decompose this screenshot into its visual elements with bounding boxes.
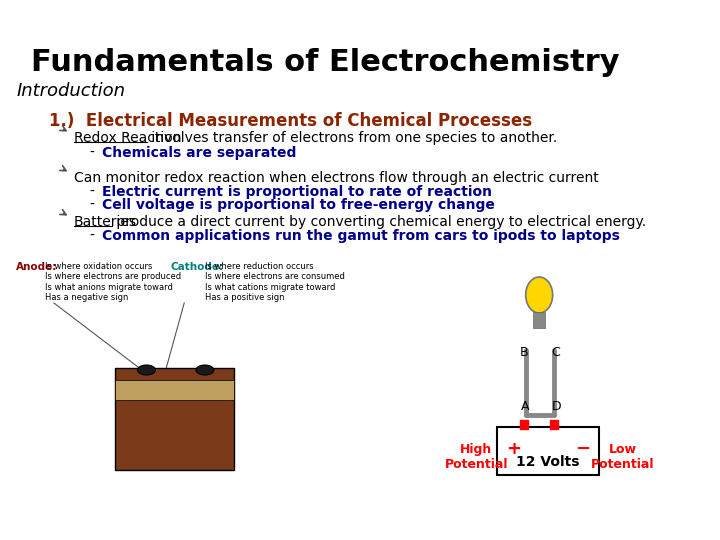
Text: 1.)  Electrical Measurements of Chemical Processes: 1.) Electrical Measurements of Chemical … — [50, 112, 533, 130]
Text: B: B — [519, 346, 528, 359]
Text: C: C — [552, 346, 560, 359]
Text: Electric current is proportional to rate of reaction: Electric current is proportional to rate… — [102, 185, 492, 199]
Text: High
Potential: High Potential — [444, 443, 508, 471]
Text: Low
Potential: Low Potential — [591, 443, 654, 471]
Text: Can monitor redox reaction when electrons flow through an electric current: Can monitor redox reaction when electron… — [73, 171, 598, 185]
Text: -: - — [90, 185, 95, 199]
Text: involves transfer of electrons from one species to another.: involves transfer of electrons from one … — [148, 131, 557, 145]
Text: -: - — [90, 229, 95, 243]
Text: -: - — [90, 146, 95, 160]
Text: Is where oxidation occurs
Is where electrons are produced
Is what anions migrate: Is where oxidation occurs Is where elect… — [45, 262, 181, 302]
Text: Introduction: Introduction — [16, 82, 125, 100]
Text: Fundamentals of Electrochemistry: Fundamentals of Electrochemistry — [32, 48, 620, 77]
Text: Batteries: Batteries — [73, 215, 137, 229]
Text: −: − — [575, 440, 590, 458]
Text: Cathode:: Cathode: — [171, 262, 224, 272]
Text: Redox Reaction: Redox Reaction — [73, 131, 181, 145]
Ellipse shape — [526, 277, 553, 313]
Text: -: - — [90, 198, 95, 212]
Text: A: A — [521, 400, 530, 413]
Text: +: + — [506, 440, 521, 458]
Text: D: D — [552, 400, 562, 413]
Text: Cell voltage is proportional to free-energy change: Cell voltage is proportional to free-ene… — [102, 198, 495, 212]
Text: Chemicals are separated: Chemicals are separated — [102, 146, 296, 160]
FancyBboxPatch shape — [115, 380, 233, 400]
Text: Is where reduction occurs
Is where electrons are consumed
Is what cations migrat: Is where reduction occurs Is where elect… — [205, 262, 345, 302]
Text: Anode:: Anode: — [16, 262, 58, 272]
Ellipse shape — [138, 365, 156, 375]
FancyBboxPatch shape — [115, 368, 233, 470]
Text: 12 Volts: 12 Volts — [516, 455, 580, 469]
FancyBboxPatch shape — [497, 427, 599, 475]
FancyBboxPatch shape — [533, 312, 546, 328]
Text: Common applications run the gamut from cars to ipods to laptops: Common applications run the gamut from c… — [102, 229, 619, 243]
Bar — [550, 420, 558, 429]
Bar — [521, 420, 528, 429]
Ellipse shape — [196, 365, 214, 375]
Text: produce a direct current by converting chemical energy to electrical energy.: produce a direct current by converting c… — [112, 215, 647, 229]
